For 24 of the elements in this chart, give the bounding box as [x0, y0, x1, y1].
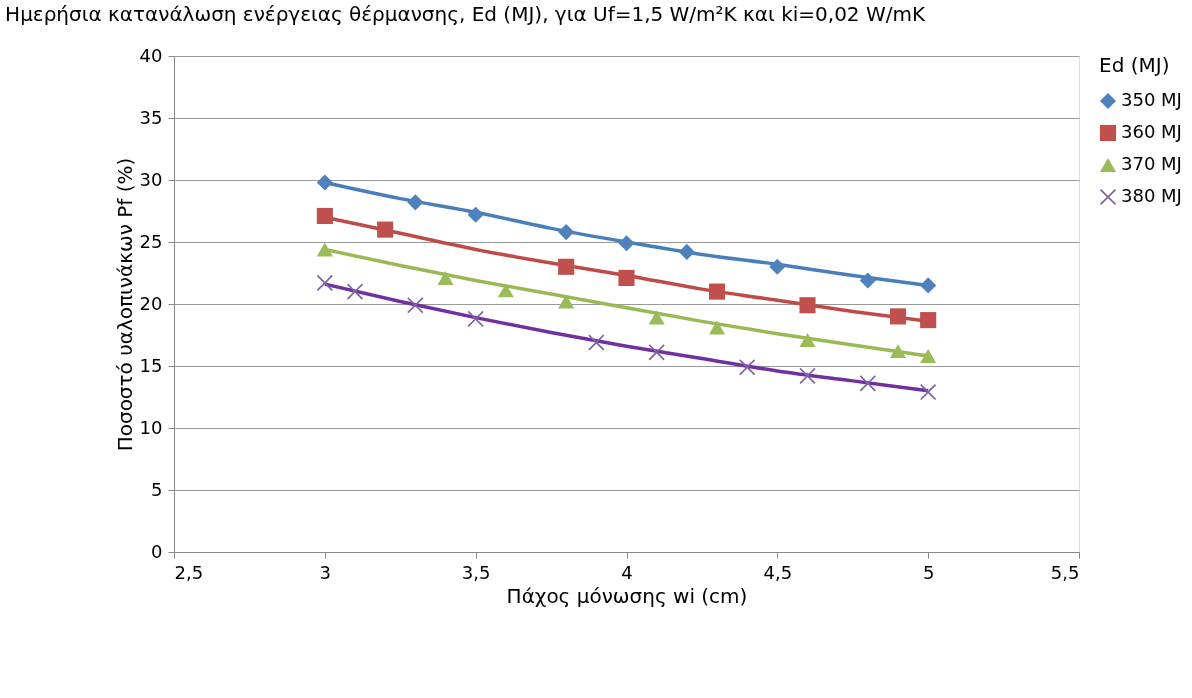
x-tick-label: 4	[621, 561, 633, 583]
x-tick-label: 3	[319, 561, 332, 583]
x-tick-label: 5	[922, 561, 935, 583]
chart-title: Ημερήσια κατανάλωση ενέργειας θέρμανσης, Ed (MJ), για Uf=1,5 W/m²K και ki=0,02 W/mK	[5, 2, 926, 26]
x-tick-label: 5,5	[1050, 561, 1080, 583]
y-tick-label: 10	[139, 416, 163, 438]
x-tick-label: 2,5	[174, 561, 204, 583]
legend-title: Ed (MJ)	[1099, 53, 1170, 77]
legend-label: 360 MJ	[1121, 121, 1182, 142]
y-tick-label: 25	[139, 230, 163, 252]
x-tick-label: 3,5	[461, 561, 491, 583]
y-axis-title: Ποσοστό υαλοπινάκων Pf (%)	[112, 157, 137, 452]
x-axis-title: Πάχος μόνωσης wi (cm)	[506, 583, 748, 608]
y-tick-label: 5	[151, 478, 163, 500]
legend-label: 370 MJ	[1121, 153, 1182, 174]
y-tick-label: 0	[151, 540, 163, 562]
legend-label: 380 MJ	[1121, 185, 1182, 206]
y-tick-label: 20	[139, 292, 163, 314]
y-tick-label: 30	[139, 168, 163, 190]
x-tick-label: 4,5	[763, 561, 793, 583]
y-tick-label: 35	[139, 106, 163, 128]
y-tick-label: 15	[139, 354, 163, 376]
y-tick-label: 40	[139, 44, 163, 66]
legend-label: 350 MJ	[1121, 89, 1182, 110]
